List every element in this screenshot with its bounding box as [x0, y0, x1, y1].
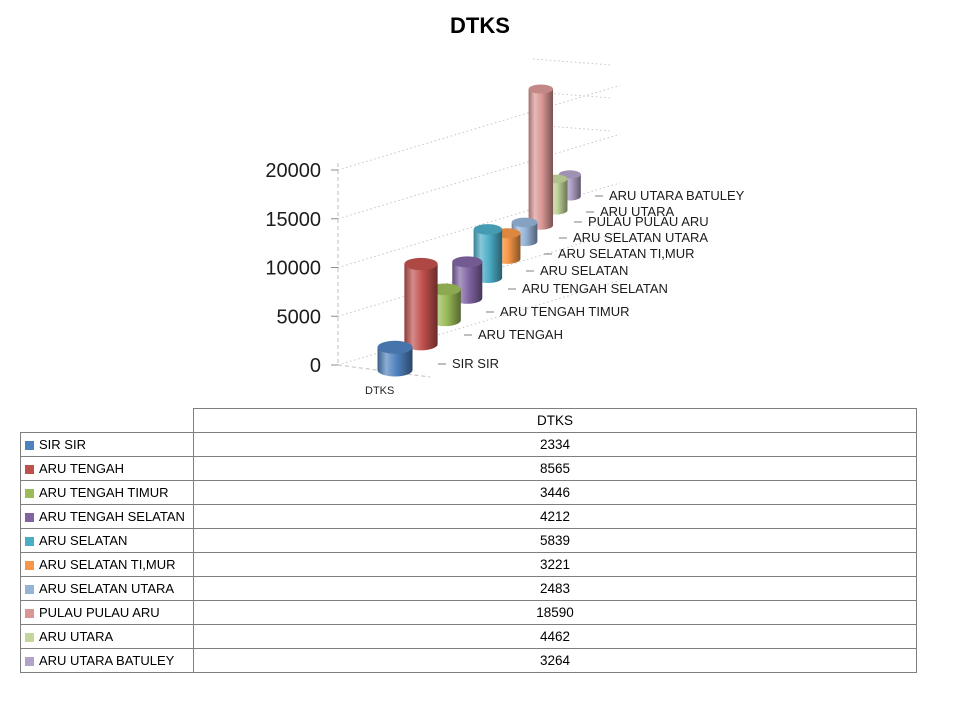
gridline [337, 133, 621, 220]
table-row: ARU SELATAN 5839 [20, 527, 917, 553]
legend-swatch [25, 560, 34, 570]
table-header-cell: DTKS [193, 408, 917, 433]
row-label: ARU TENGAH TIMUR [39, 484, 169, 500]
legend-swatch [25, 440, 34, 450]
cylinder-top [377, 340, 413, 354]
cylinder-top [404, 257, 438, 271]
gridlines [337, 58, 621, 366]
row-label: SIR SIR [39, 436, 86, 452]
legend-swatch [25, 608, 34, 618]
category-label: ARU SELATAN UTARA [573, 230, 708, 245]
cylinder-body [404, 264, 438, 351]
y-axis-tick-label: 5000 [277, 306, 322, 328]
legend-swatch [25, 656, 34, 666]
table-row: ARU TENGAH SELATAN 4212 [20, 503, 917, 529]
cylinder-body [528, 89, 554, 230]
chart-data-table: DTKS SIR SIR 2334 ARU TENGAH 8565 ARU TENGAH… [20, 408, 917, 673]
row-label-cell: ARU UTARA [20, 623, 194, 649]
row-value-cell: 3264 [193, 647, 917, 673]
dtks-3d-cylinder-chart: 0 5000 10000 15000 20000 SIR SIR ARU TENGAH ARU… [265, 58, 745, 397]
cylinder-body [377, 347, 413, 377]
category-label: ARU SELATAN [540, 263, 628, 278]
table-row: SIR SIR 2334 [20, 431, 917, 457]
axis-labels: 0 5000 10000 15000 20000 SIR SIR ARU TENGAH ARU… [265, 160, 744, 377]
row-value-cell: 4462 [193, 623, 917, 649]
cylinder-bars [377, 84, 581, 377]
table-row: ARU SELATAN TI,MUR 3221 [20, 551, 917, 577]
category-label: SIR SIR [452, 356, 499, 371]
legend-swatch [25, 536, 34, 546]
legend-swatch [25, 488, 34, 498]
cylinder-top [511, 217, 538, 228]
row-label-cell: ARU TENGAH SELATAN [20, 503, 194, 529]
row-label-cell: ARU TENGAH [20, 455, 194, 481]
cylinder-bar-0 [377, 340, 413, 377]
backwall-gridline [532, 58, 613, 66]
legend-swatch [25, 464, 34, 474]
row-value-cell: 3221 [193, 551, 917, 577]
row-label: ARU TENGAH SELATAN [39, 508, 185, 524]
legend-swatch [25, 512, 34, 522]
floor-axis-label: DTKS [365, 385, 394, 397]
gridline [337, 182, 621, 268]
row-label-cell: ARU TENGAH TIMUR [20, 479, 194, 505]
cylinder-top [452, 256, 483, 268]
category-label: ARU UTARA [600, 204, 674, 219]
row-label: ARU SELATAN [39, 532, 128, 548]
category-leader-ticks [438, 195, 603, 365]
category-label: ARU TENGAH TIMUR [500, 304, 630, 319]
category-label: PULAU PULAU ARU [588, 214, 709, 229]
row-label: ARU UTARA BATULEY [39, 652, 175, 668]
cylinder-top [528, 84, 554, 94]
y-axis-tick-label: 0 [310, 355, 321, 377]
axes [331, 163, 431, 378]
category-label: ARU TENGAH [478, 327, 563, 342]
floor-front-edge [337, 364, 431, 378]
y-axis-tick-label: 10000 [265, 258, 321, 280]
row-label: ARU TENGAH [39, 460, 124, 476]
row-value-cell: 2483 [193, 575, 917, 601]
table-row: PULAU PULAU ARU 18590 [20, 599, 917, 625]
row-value-cell: 8565 [193, 455, 917, 481]
cylinder-top [473, 224, 503, 235]
chart-title: DTKS [450, 13, 510, 38]
row-label: ARU SELATAN TI,MUR [39, 556, 176, 572]
category-label: ARU UTARA BATULEY [609, 188, 745, 203]
table-row: ARU TENGAH 8565 [20, 455, 917, 481]
category-label: ARU SELATAN TI,MUR [558, 246, 695, 261]
row-label: ARU SELATAN UTARA [39, 580, 175, 596]
table-row: ARU UTARA BATULEY 3264 [20, 647, 917, 673]
row-value-cell: 2334 [193, 431, 917, 457]
row-value-cell: 4212 [193, 503, 917, 529]
row-label: ARU UTARA [39, 628, 114, 644]
row-label-cell: ARU UTARA BATULEY [20, 647, 194, 673]
legend-swatch [25, 584, 34, 594]
row-label: PULAU PULAU ARU [39, 604, 160, 620]
cylinder-bar-1 [404, 257, 438, 351]
row-label-cell: PULAU PULAU ARU [20, 599, 194, 625]
table-row: ARU UTARA 4462 [20, 623, 917, 649]
cylinder-bar-7 [528, 84, 554, 230]
legend-swatch [25, 632, 34, 642]
row-value-cell: 18590 [193, 599, 917, 625]
gridline [337, 84, 621, 171]
row-label-cell: ARU SELATAN [20, 527, 194, 553]
row-label-cell: ARU SELATAN TI,MUR [20, 551, 194, 577]
row-value-cell: 3446 [193, 479, 917, 505]
table-row: ARU SELATAN UTARA 2483 [20, 575, 917, 601]
table-header-row: DTKS [21, 408, 917, 433]
row-label-cell: ARU SELATAN UTARA [20, 575, 194, 601]
y-axis-tick-label: 15000 [265, 209, 321, 231]
row-label-cell: SIR SIR [20, 431, 194, 457]
table-corner-cell [21, 409, 194, 433]
row-value-cell: 5839 [193, 527, 917, 553]
gridline [337, 279, 621, 366]
table-row: ARU TENGAH TIMUR 3446 [20, 479, 917, 505]
category-label: ARU TENGAH SELATAN [522, 281, 668, 296]
y-axis-tick-label: 20000 [265, 160, 321, 182]
